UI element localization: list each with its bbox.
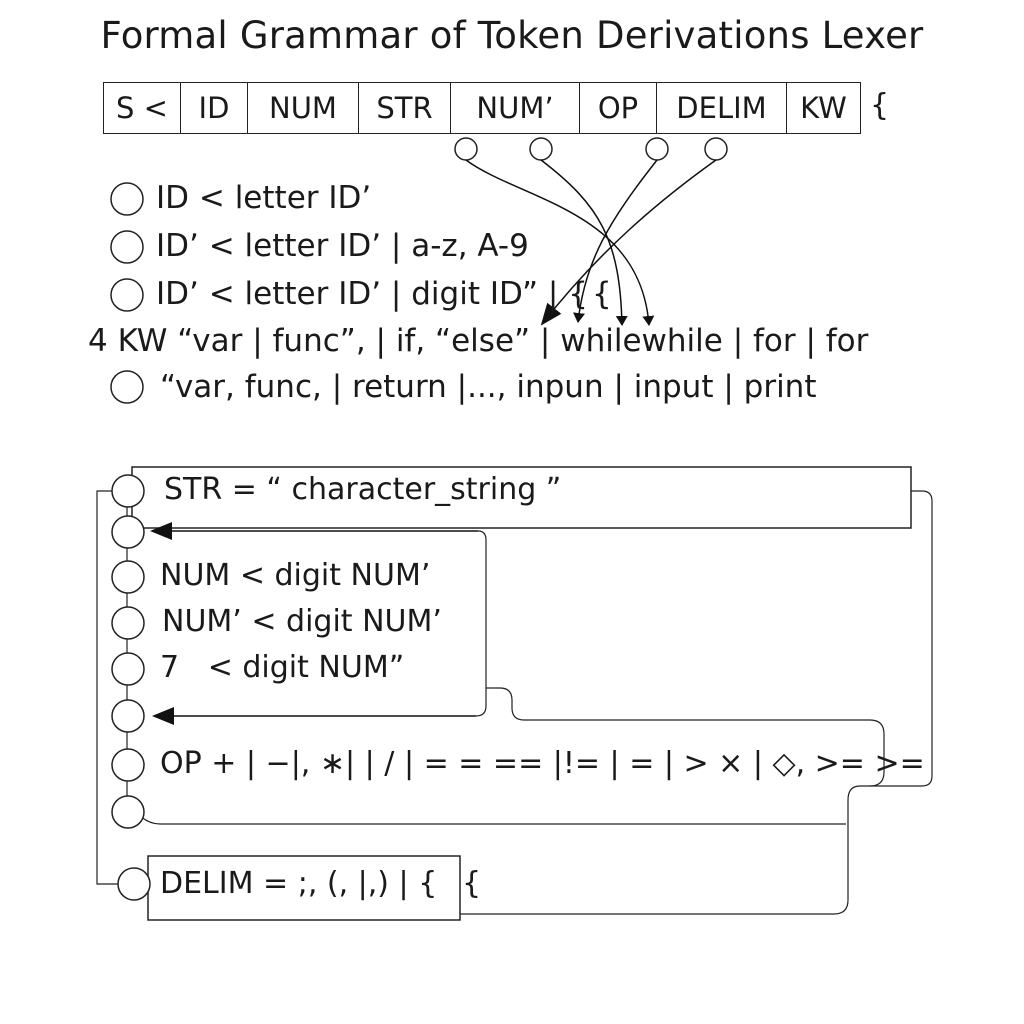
num-rule-bullet-3 (111, 652, 145, 686)
rule-kw-list: “var, func, | return |..., inpun | input… (160, 369, 817, 405)
rule-kw: 4 KW “var | func”, | if, “else” | whilew… (88, 323, 869, 359)
derivation-arrow-1 (465, 159, 655, 326)
rule-bullet-5 (110, 370, 144, 404)
rule-bullet-2 (110, 230, 144, 264)
header-cell-delim: DELIM (657, 83, 787, 133)
header-cell-num-prime: NUM’ (451, 83, 580, 133)
num-prime-connector-node (454, 137, 478, 161)
op-rule-text: OP + | −|, ∗| | / | = = == |!= | = | > ×… (160, 746, 925, 781)
rule-id-prime-1: ID’ < letter ID’ | a-z, A-9 (156, 228, 529, 264)
num-rule-3: 7 < digit NUM” (160, 650, 405, 685)
rule-bullet-3 (110, 278, 144, 312)
header-cell-op: OP (580, 83, 657, 133)
header-cell-str: STR (359, 83, 451, 133)
header-cell-kw: KW (800, 91, 847, 125)
header-cell-id: ID (181, 83, 248, 133)
rule-id-prime-2: ID’ < letter ID’ | digit ID” | { (156, 276, 588, 312)
op-connector-node (645, 137, 669, 161)
rule-id: ID < letter ID’ (156, 180, 372, 216)
header-cell-num: NUM (248, 83, 359, 133)
rule-bullet-1 (110, 182, 144, 216)
op-group-outline (460, 687, 885, 915)
right-return-line (870, 490, 933, 787)
delim-rule-text: DELIM = ;, (, |,) | { (160, 866, 438, 901)
header-trailing-brace: { (870, 88, 890, 123)
derivation-arrow-2 (540, 159, 628, 326)
derivation-arrow-3 (573, 159, 658, 323)
num-group-bracket (475, 530, 487, 717)
token-header-table: S < ID NUM STR NUM’ OP DELIM KW (103, 82, 861, 134)
num-entry-bullet (111, 515, 145, 549)
str-bullet (111, 474, 145, 508)
str-rule-text: STR = “ character_string ” (164, 472, 562, 507)
rule-extra-brace: { (592, 276, 612, 312)
delim-extra-brace: { (462, 866, 482, 901)
derivation-arrow-4 (540, 159, 717, 326)
op-exit-bullet (111, 795, 145, 829)
delim-bullet (117, 867, 151, 901)
header-cell-start: S < (104, 83, 181, 133)
num-rule-1: NUM < digit NUM’ (160, 558, 431, 593)
op-bullet (111, 748, 145, 782)
diagram-title: Formal Grammar of Token Derivations Lexe… (100, 14, 924, 57)
op-connector-line (126, 796, 846, 825)
num-rule-bullet-2 (111, 606, 145, 640)
num-rule-bullet-1 (111, 560, 145, 594)
num-rule-2: NUM’ < digit NUM’ (162, 604, 442, 639)
num-prime-connector-node-2 (529, 137, 553, 161)
num-exit-bullet (111, 699, 145, 733)
delim-connector-node (704, 137, 728, 161)
